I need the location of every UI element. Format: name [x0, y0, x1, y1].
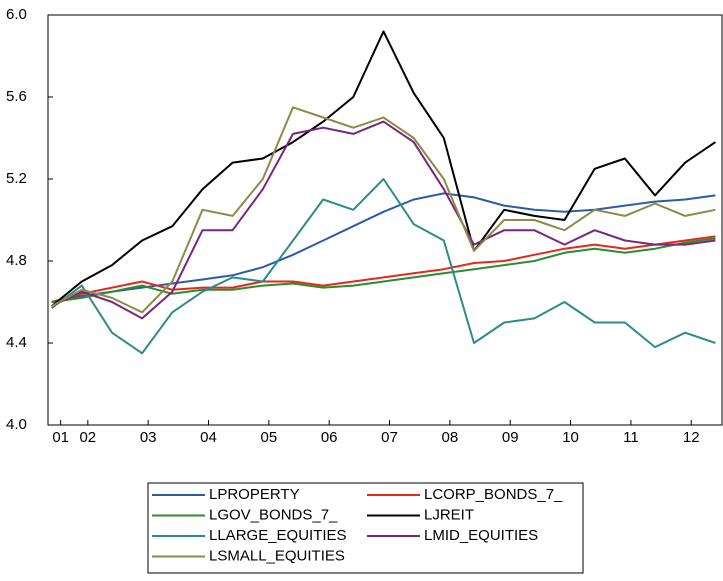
legend-box [147, 482, 584, 574]
x-tick-label: 12 [683, 429, 700, 446]
y-tick-label: 5.6 [6, 88, 27, 105]
legend-label: LSMALL_EQUITIES [209, 547, 345, 564]
series-line [50, 30, 716, 307]
x-tick-label: 10 [562, 429, 579, 446]
y-tick-label: 4.8 [6, 252, 27, 269]
legend-label: LMID_EQUITIES [424, 527, 538, 544]
y-tick-label: 4.0 [6, 416, 27, 433]
y-tick-label: 5.2 [6, 170, 27, 187]
x-tick-label: 05 [261, 429, 278, 446]
x-tick-label: 11 [623, 429, 639, 446]
series-line [51, 235, 716, 303]
plot-frame [47, 14, 723, 426]
legend-label: LJREIT [424, 506, 474, 523]
legend-label: LCORP_BONDS_7_ [424, 486, 563, 503]
x-tick-label: 03 [140, 429, 157, 446]
y-tick-label: 6.0 [6, 6, 27, 23]
legend-label: LGOV_BONDS_7_ [209, 506, 338, 523]
x-tick-label: 04 [200, 429, 217, 446]
legend-label: LLARGE_EQUITIES [209, 527, 347, 544]
x-tick-label: 08 [442, 429, 459, 446]
legend-label: LPROPERTY [209, 486, 300, 503]
x-tick-label: 06 [321, 429, 338, 446]
x-tick-label: 09 [502, 429, 519, 446]
x-tick-label: 07 [381, 429, 398, 446]
x-tick-label: 02 [79, 429, 96, 446]
series-line [51, 178, 716, 355]
series-line [51, 192, 716, 303]
y-tick-label: 4.4 [6, 334, 27, 351]
x-tick-label: 01 [52, 429, 69, 446]
series-line [51, 120, 716, 320]
series-line [51, 106, 716, 314]
